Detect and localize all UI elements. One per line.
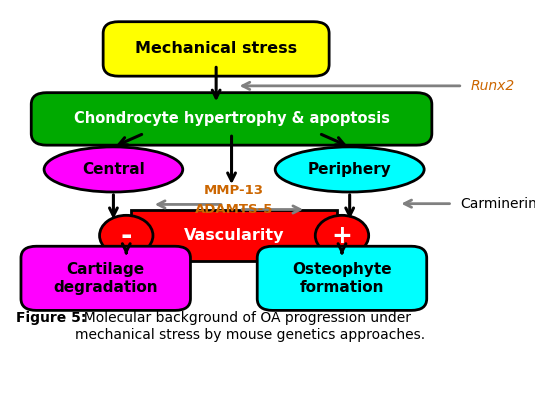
FancyBboxPatch shape: [132, 210, 337, 261]
Text: Osteophyte
formation: Osteophyte formation: [292, 262, 392, 294]
FancyBboxPatch shape: [103, 22, 329, 76]
Text: Carminerin: Carminerin: [460, 197, 535, 211]
FancyBboxPatch shape: [31, 93, 432, 145]
Text: Cartilage
degradation: Cartilage degradation: [54, 262, 158, 294]
Text: Molecular background of OA progression under
mechanical stress by mouse genetics: Molecular background of OA progression u…: [75, 311, 425, 341]
Text: MMP-13: MMP-13: [204, 184, 264, 197]
Text: -: -: [120, 222, 132, 249]
Text: Figure 5:: Figure 5:: [16, 311, 86, 325]
Text: Central: Central: [82, 162, 145, 177]
Text: ADAMTS-5: ADAMTS-5: [195, 202, 273, 215]
Text: Periphery: Periphery: [308, 162, 392, 177]
Circle shape: [100, 215, 153, 256]
Text: Chondrocyte hypertrophy & apoptosis: Chondrocyte hypertrophy & apoptosis: [73, 111, 389, 126]
Text: Runx2: Runx2: [470, 79, 515, 93]
Circle shape: [315, 215, 369, 256]
Text: Vascularity: Vascularity: [184, 228, 285, 243]
Ellipse shape: [275, 147, 424, 192]
Text: +: +: [332, 224, 353, 247]
Text: Mechanical stress: Mechanical stress: [135, 41, 297, 56]
Ellipse shape: [44, 147, 183, 192]
FancyBboxPatch shape: [257, 246, 427, 310]
FancyBboxPatch shape: [21, 246, 190, 310]
